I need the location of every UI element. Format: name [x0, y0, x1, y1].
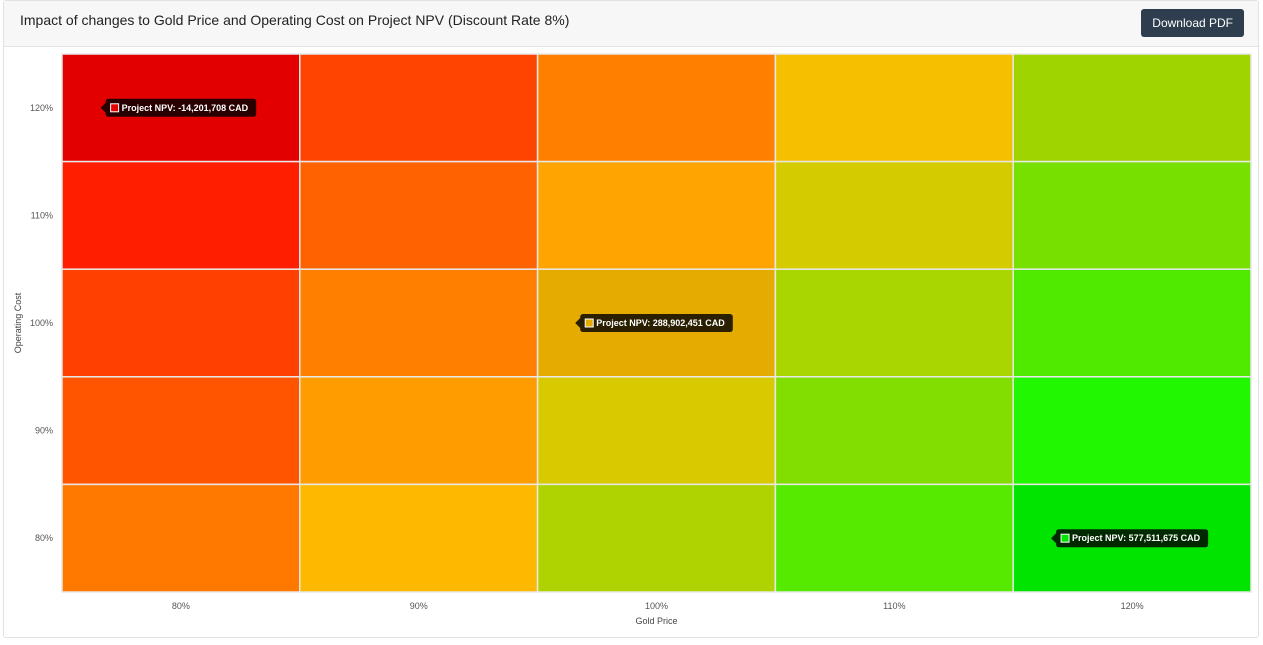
tooltip-background [100, 98, 257, 117]
heatmap-cell [536, 376, 777, 486]
tooltip: Project NPV: 577,511,675 CAD [1051, 529, 1209, 548]
tooltip-swatch [1060, 533, 1070, 543]
y-tick-label: 80% [35, 533, 53, 543]
x-tick-label: 110% [883, 601, 905, 611]
y-axis-title: Operating Cost [13, 292, 23, 353]
heatmap-cell [1012, 160, 1252, 270]
y-tick-label: 100% [30, 318, 53, 328]
heatmap-cell [61, 376, 301, 486]
card-header: Impact of changes to Gold Price and Oper… [4, 1, 1258, 47]
heatmap-cell [536, 53, 777, 163]
x-tick-label: 100% [645, 601, 668, 611]
heatmap-cell [1012, 53, 1252, 163]
x-tick-label: 80% [172, 601, 190, 611]
tooltip-swatch [584, 318, 594, 328]
download-pdf-button[interactable]: Download PDF [1141, 9, 1244, 37]
heatmap-cell [1012, 376, 1252, 486]
heatmap-cell [299, 376, 539, 486]
heatmap-cell [61, 268, 301, 378]
heatmap-cell [61, 160, 301, 270]
x-axis-title: Gold Price [635, 616, 677, 626]
x-tick-label: 120% [1121, 601, 1144, 611]
y-tick-label: 120% [30, 103, 53, 113]
heatmap-cell [1012, 268, 1252, 378]
heatmap-cell [774, 376, 1014, 486]
tooltip-background [575, 314, 733, 332]
y-tick-label: 110% [31, 210, 53, 220]
heatmap-cell [774, 268, 1014, 378]
heatmap-cell [536, 160, 777, 270]
x-tick-label: 90% [410, 601, 428, 611]
tooltip: Project NPV: 288,902,451 CAD [575, 314, 733, 332]
tooltip-text: Project NPV: 288,902,451 CAD [596, 318, 725, 328]
tooltip: Project NPV: -14,201,708 CAD [100, 98, 257, 117]
chart-title: Impact of changes to Gold Price and Oper… [20, 12, 570, 28]
heatmap-cell [536, 483, 777, 593]
heatmap-cell [299, 53, 539, 163]
heatmap-cell [61, 483, 301, 593]
tooltip-text: Project NPV: 577,511,675 CAD [1072, 533, 1201, 543]
tooltip-text: Project NPV: -14,201,708 CAD [122, 103, 249, 113]
heatmap-cell [774, 53, 1014, 163]
heatmap-cell [299, 160, 539, 270]
y-tick-label: 90% [35, 426, 53, 436]
tooltip-swatch [110, 103, 120, 113]
heatmap-cell [299, 483, 539, 593]
heatmap-cell [299, 268, 539, 378]
heatmap-cell [774, 160, 1014, 270]
tooltip-background [1051, 529, 1209, 548]
heatmap-cell [774, 483, 1014, 593]
